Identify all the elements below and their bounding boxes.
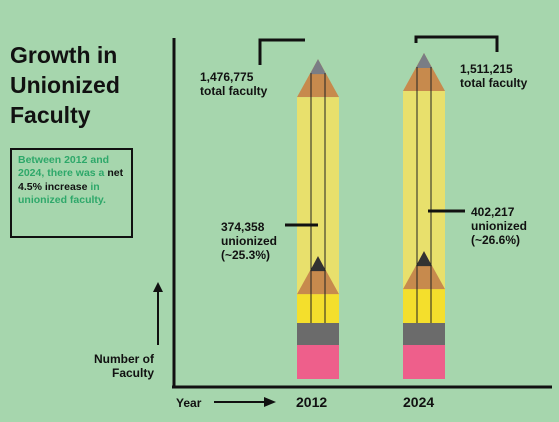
- x-axis-label: Year: [176, 396, 202, 410]
- pencil-2024: [403, 53, 445, 379]
- chart-title: Growth in Unionized Faculty: [10, 40, 170, 130]
- total-pencil-wood-2024: [403, 53, 445, 91]
- unionized-pencil-tip-2012: [310, 256, 326, 272]
- unionized-pct-2024: (~26.6%): [471, 233, 521, 247]
- unionized-pct-2012: (~25.3%): [221, 248, 271, 262]
- unionized-pencil-tip-2024: [416, 251, 432, 267]
- summary-note: Between 2012 and 2024, there was a net 4…: [10, 148, 133, 238]
- title-line-2: Unionized: [10, 72, 120, 98]
- unionized-label-2024: 402,217 unionized (~26.6%): [471, 205, 527, 247]
- total-pencil-tip-2012: [310, 59, 326, 75]
- total-value-2024: 1,511,215: [460, 62, 513, 76]
- x-axis-arrow: [214, 397, 276, 407]
- title-line-3: Faculty: [10, 102, 91, 128]
- y-axis-label: Number of Faculty: [94, 352, 154, 380]
- unionized-pencil-body-2024: [403, 289, 445, 323]
- pencil-ferrule-2024: [403, 323, 445, 345]
- unionized-value-2012: 374,358: [221, 220, 265, 234]
- total-text-2012: total faculty: [200, 84, 268, 98]
- callout-lines: [258, 35, 499, 227]
- total-label-2012: 1,476,775 total faculty: [200, 70, 267, 98]
- unionized-text-2012: unionized: [221, 234, 277, 248]
- note-post: in unionized faculty.: [18, 180, 106, 207]
- note-highlight: net 4.5% increase: [18, 167, 124, 193]
- unionized-label-2012: 374,358 unionized (~25.3%): [221, 220, 277, 262]
- x-tick-2024: 2024: [403, 394, 435, 410]
- pencil-ferrule-2012: [297, 323, 339, 345]
- total-value-2012: 1,476,775: [200, 70, 254, 84]
- total-label-2024: 1,511,215 total faculty: [460, 62, 527, 90]
- pencil-eraser-2012: [297, 345, 339, 379]
- total-pencil-wood-2012: [297, 59, 339, 98]
- pencil-2012: [297, 59, 339, 379]
- y-axis-label-line-2: Faculty: [111, 366, 154, 380]
- unionized-pencil-wood-2024: [403, 251, 445, 290]
- total-pencil-tip-2024: [416, 53, 432, 68]
- total-text-2024: total faculty: [460, 76, 528, 90]
- unionized-value-2024: 402,217: [471, 205, 515, 219]
- note-pre: Between 2012 and 2024, there was a: [18, 154, 110, 180]
- y-axis-arrow: [153, 282, 163, 345]
- unionized-text-2024: unionized: [471, 219, 527, 233]
- unionized-pencil-wood-2012: [297, 256, 339, 295]
- y-axis-label-line-1: Number of: [94, 352, 154, 366]
- unionized-pencil-body-2012: [297, 294, 339, 323]
- pencil-eraser-2024: [403, 345, 445, 379]
- x-tick-2012: 2012: [296, 394, 328, 410]
- title-line-1: Growth in: [10, 42, 118, 68]
